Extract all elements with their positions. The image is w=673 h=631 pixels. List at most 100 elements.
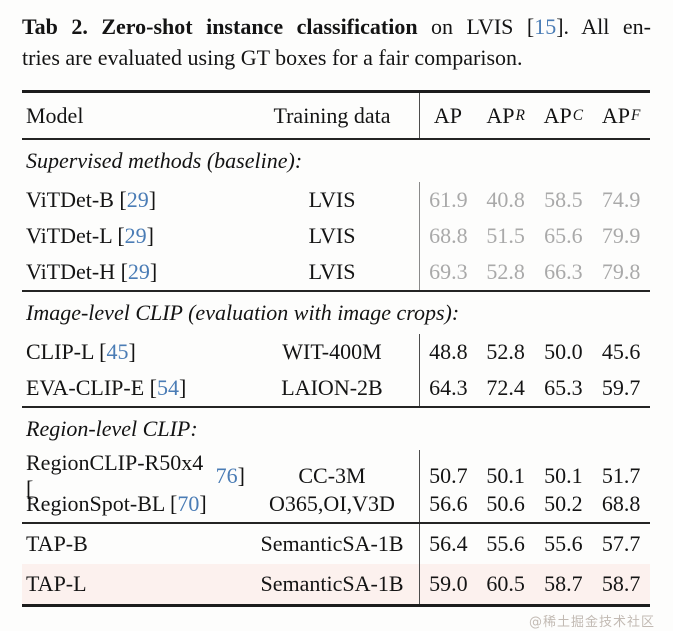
rule-bottom (22, 604, 650, 607)
model-name: RegionSpot-BL [ (26, 491, 178, 516)
citation-link[interactable]: 29 (124, 223, 147, 248)
model-name: ] (128, 339, 136, 364)
citation-link[interactable]: 29 (126, 187, 149, 212)
model-cell: TAP-B (22, 524, 245, 564)
metric-value: 58.5 (544, 187, 583, 212)
metric-value: 50.1 (486, 463, 525, 488)
metric-value: 59.0 (419, 564, 477, 604)
model-name: ] (178, 375, 187, 400)
rule-below-header (22, 138, 650, 140)
model-cell: CLIP-L [45] (22, 334, 245, 370)
metric-label: AP (486, 102, 515, 128)
metric-value: 52.8 (486, 259, 525, 284)
table-row: TAP-B SemanticSA-1B 56.4 55.6 55.6 57.7 (22, 524, 650, 564)
table-row: ViTDet-H [29] LVIS 69.3 52.8 66.3 79.8 (22, 254, 650, 290)
column-header-ap: AP (419, 93, 477, 138)
metric-value: 60.5 (486, 571, 525, 596)
metric-value: 55.6 (544, 531, 583, 556)
model-name: ] (149, 259, 158, 284)
column-header-ap-r: AP R (486, 102, 525, 128)
metric-value: 74.9 (601, 187, 641, 212)
metric-value: 50.7 (419, 450, 477, 502)
citation-link[interactable]: 15 (534, 14, 557, 39)
model-cell: RegionCLIP-R50x4 [ 76] (22, 450, 245, 502)
section-heading-region-level-clip: Region-level CLIP: (26, 416, 198, 441)
rule-section-divider (22, 290, 650, 292)
metric-value: 66.3 (544, 259, 583, 284)
model-name: ViTDet-B [ (26, 187, 127, 212)
metric-value: 51.7 (601, 463, 641, 488)
table-row: RegionCLIP-R50x4 [ 76] CC-3M 50.7 50.1 50… (22, 450, 650, 502)
training-data-cell: SemanticSA-1B (260, 571, 404, 596)
metric-label: AP (543, 102, 572, 128)
training-data-cell: LAION-2B (281, 375, 383, 400)
section-heading-image-level-clip: Image-level CLIP (evaluation with image … (26, 300, 460, 325)
metric-value: 40.8 (486, 187, 525, 212)
model-cell: ViTDet-H [29] (22, 254, 245, 290)
model-name: RegionCLIP-R50x4 [ (26, 450, 204, 501)
metric-value: 58.7 (544, 571, 583, 596)
training-data-cell: SemanticSA-1B (260, 531, 404, 556)
rule-top (22, 90, 650, 93)
column-header-model: Model (26, 102, 84, 128)
metric-value: 45.6 (601, 339, 641, 364)
metric-value: 68.8 (601, 491, 641, 516)
model-name: TAP-B (26, 531, 88, 556)
metric-value: 79.8 (601, 259, 641, 284)
model-name: ] (199, 491, 207, 516)
model-cell: RegionSpot-BL [70] (22, 486, 245, 522)
model-cell: ViTDet-B [29] (22, 182, 245, 218)
metric-value: 69.3 (419, 254, 477, 290)
citation-link[interactable]: 70 (177, 491, 200, 516)
watermark-text: @稀土掘金技术社区 (528, 615, 655, 630)
metric-value: 61.9 (419, 182, 477, 218)
citation-link[interactable]: 54 (156, 375, 179, 400)
table-row-highlighted: TAP-L SemanticSA-1B 59.0 60.5 58.7 58.7 (22, 564, 650, 604)
caption-line-1: Tab 2. Zero-shot instance classification… (22, 11, 651, 42)
citation-link[interactable]: 76 (215, 463, 238, 488)
metric-value: 52.8 (486, 339, 525, 364)
table-row: ViTDet-L [29] LVIS 68.8 51.5 65.6 79.9 (22, 218, 650, 254)
model-name: ] (148, 187, 157, 212)
training-data-cell: LVIS (308, 187, 356, 212)
metric-value: 56.6 (419, 486, 477, 522)
column-header-training-data: Training data (273, 102, 391, 128)
metric-label: AP (433, 102, 462, 128)
training-data-cell: CC-3M (298, 463, 366, 488)
table-row: CLIP-L [45] WIT-400M 48.8 52.8 50.0 45.6 (22, 334, 650, 370)
training-data-cell: LVIS (308, 223, 356, 248)
table-caption: Tab 2. Zero-shot instance classification… (22, 11, 651, 73)
metric-value: 65.6 (544, 223, 583, 248)
training-data-cell: WIT-400M (282, 339, 382, 364)
metric-value: 58.7 (601, 571, 641, 596)
metric-value: 50.0 (544, 339, 583, 364)
training-data-cell: LVIS (308, 259, 356, 284)
model-name: ] (237, 463, 245, 488)
rule-section-divider (22, 406, 650, 408)
metric-value: 56.4 (419, 524, 477, 564)
metric-value: 51.5 (486, 223, 525, 248)
metric-value: 50.1 (544, 463, 583, 488)
model-name: ViTDet-L [ (26, 223, 125, 248)
table-header-row: Model Training data AP AP R AP C AP F (22, 93, 650, 138)
column-header-ap-f: AP F (601, 102, 641, 128)
metric-value: 57.7 (601, 531, 641, 556)
metric-value: 65.3 (544, 375, 583, 400)
model-cell: ViTDet-L [29] (22, 218, 245, 254)
citation-link[interactable]: 45 (106, 339, 129, 364)
metric-value: 59.7 (601, 375, 641, 400)
model-name: TAP-L (26, 571, 87, 596)
metric-value: 64.3 (419, 370, 477, 406)
table-row: ViTDet-B [29] LVIS 61.9 40.8 58.5 74.9 (22, 182, 650, 218)
citation-link[interactable]: 29 (127, 259, 150, 284)
model-name: EVA-CLIP-E [ (26, 375, 157, 400)
model-cell: EVA-CLIP-E [54] (22, 370, 245, 406)
caption-text: ]. All en- (556, 14, 651, 39)
caption-line-2: tries are evaluated using GT boxes for a… (22, 45, 523, 70)
model-name: ] (146, 223, 154, 248)
table-row: EVA-CLIP-E [54] LAION-2B 64.3 72.4 65.3 … (22, 370, 650, 406)
training-data-cell: O365,OI,V3D (269, 491, 395, 516)
metric-value: 72.4 (486, 375, 525, 400)
metric-value: 79.9 (601, 223, 641, 248)
